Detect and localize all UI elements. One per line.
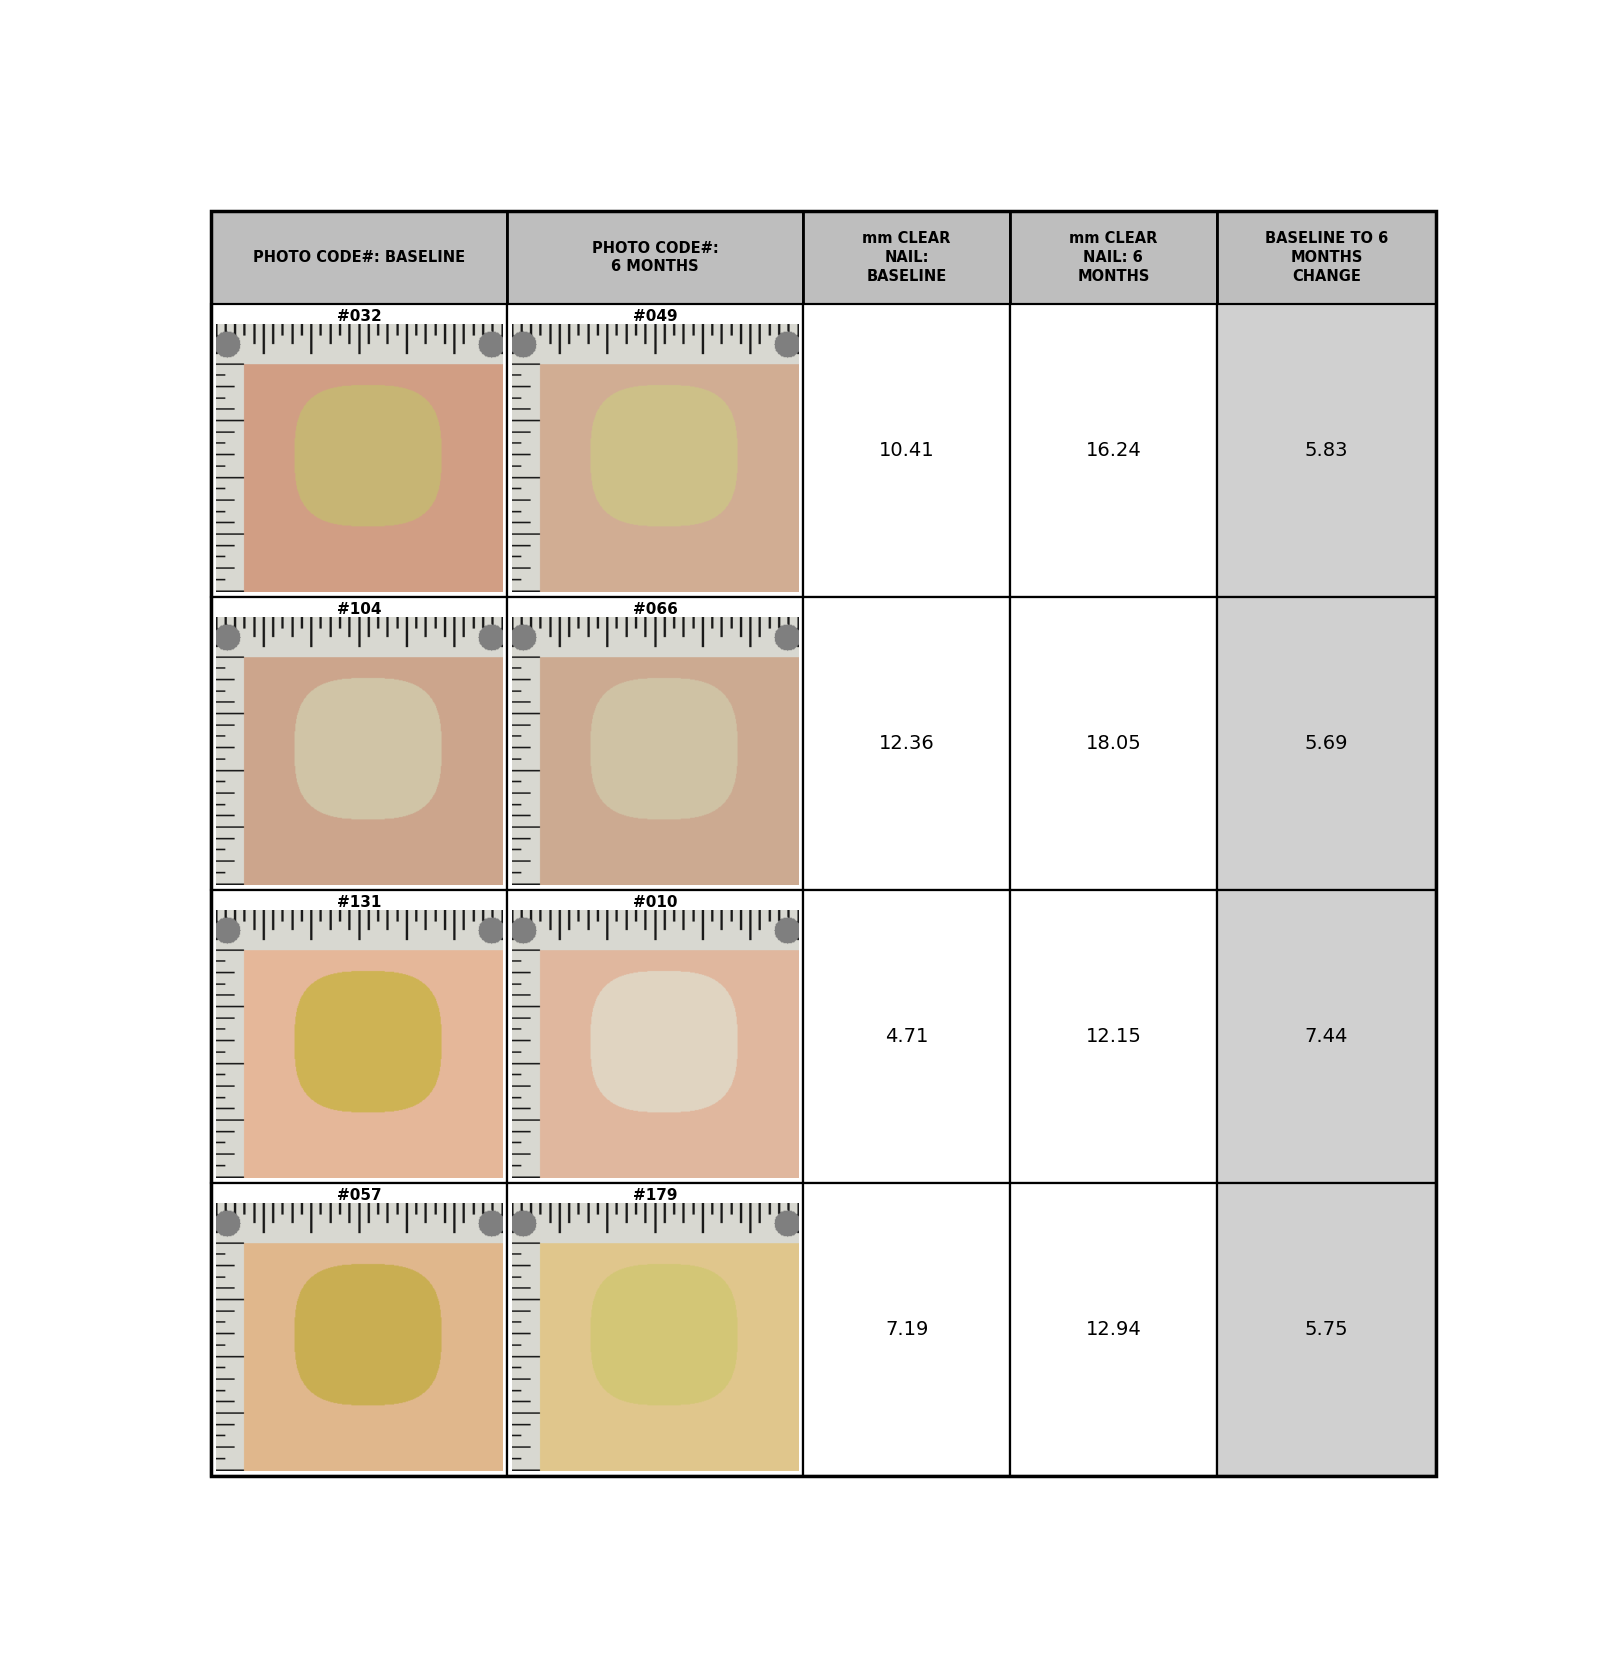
Text: 7.19: 7.19 — [885, 1319, 929, 1339]
Bar — [506, 1182, 804, 1476]
Text: #131: #131 — [337, 895, 381, 910]
Bar — [506, 1182, 804, 1476]
Text: mm CLEAR
NAIL: 6
MONTHS: mm CLEAR NAIL: 6 MONTHS — [1069, 232, 1157, 284]
Bar — [211, 598, 506, 890]
Bar — [804, 1182, 1009, 1476]
Text: 5.75: 5.75 — [1305, 1319, 1348, 1339]
Bar — [1216, 598, 1437, 890]
Bar — [1216, 1182, 1437, 1476]
Bar — [804, 890, 1009, 1182]
Text: #010: #010 — [633, 895, 677, 910]
Text: 4.71: 4.71 — [885, 1027, 929, 1045]
Bar — [211, 1182, 506, 1476]
Text: #179: #179 — [633, 1189, 677, 1202]
Bar — [804, 598, 1009, 890]
Text: PHOTO CODE#: BASELINE: PHOTO CODE#: BASELINE — [252, 250, 464, 266]
Text: 10.41: 10.41 — [879, 441, 934, 461]
Bar — [1009, 890, 1216, 1182]
Text: BASELINE TO 6
MONTHS
CHANGE: BASELINE TO 6 MONTHS CHANGE — [1265, 232, 1388, 284]
Bar — [1009, 304, 1216, 598]
Bar — [211, 210, 506, 304]
Bar — [1009, 1182, 1216, 1476]
Bar — [1216, 890, 1437, 1182]
Text: 16.24: 16.24 — [1085, 441, 1141, 461]
Bar — [506, 304, 804, 598]
Bar — [1009, 598, 1216, 890]
Bar — [211, 304, 506, 598]
Bar — [804, 890, 1009, 1182]
Bar — [1216, 304, 1437, 598]
Bar — [1009, 210, 1216, 304]
Bar — [211, 598, 506, 890]
Bar — [506, 598, 804, 890]
Bar — [506, 890, 804, 1182]
Bar — [1009, 890, 1216, 1182]
Bar — [804, 210, 1009, 304]
Text: #066: #066 — [633, 603, 678, 618]
Text: 5.69: 5.69 — [1305, 735, 1348, 753]
Text: mm CLEAR
NAIL:
BASELINE: mm CLEAR NAIL: BASELINE — [863, 232, 951, 284]
Bar — [211, 890, 506, 1182]
Text: #032: #032 — [336, 309, 381, 324]
Bar — [1216, 304, 1437, 598]
Text: 18.05: 18.05 — [1085, 735, 1141, 753]
Text: PHOTO CODE#:
6 MONTHS: PHOTO CODE#: 6 MONTHS — [591, 240, 718, 274]
Text: 12.36: 12.36 — [879, 735, 934, 753]
Bar — [804, 598, 1009, 890]
Bar — [506, 890, 804, 1182]
Bar — [1009, 304, 1216, 598]
Text: 7.44: 7.44 — [1305, 1027, 1348, 1045]
Text: #104: #104 — [337, 603, 381, 618]
Bar — [804, 1182, 1009, 1476]
Bar — [506, 598, 804, 890]
Text: 12.94: 12.94 — [1085, 1319, 1141, 1339]
Bar — [211, 890, 506, 1182]
Bar — [1216, 210, 1437, 304]
Bar — [804, 304, 1009, 598]
Text: #057: #057 — [336, 1189, 381, 1202]
Text: #049: #049 — [633, 309, 678, 324]
Bar — [1009, 598, 1216, 890]
Text: 5.83: 5.83 — [1305, 441, 1348, 461]
Bar — [506, 210, 804, 304]
Bar — [1216, 1182, 1437, 1476]
Bar — [1216, 890, 1437, 1182]
Bar — [506, 304, 804, 598]
Bar — [211, 1182, 506, 1476]
Text: 12.15: 12.15 — [1085, 1027, 1141, 1045]
Bar — [1216, 598, 1437, 890]
Bar — [804, 304, 1009, 598]
Bar — [211, 304, 506, 598]
Bar — [1009, 1182, 1216, 1476]
